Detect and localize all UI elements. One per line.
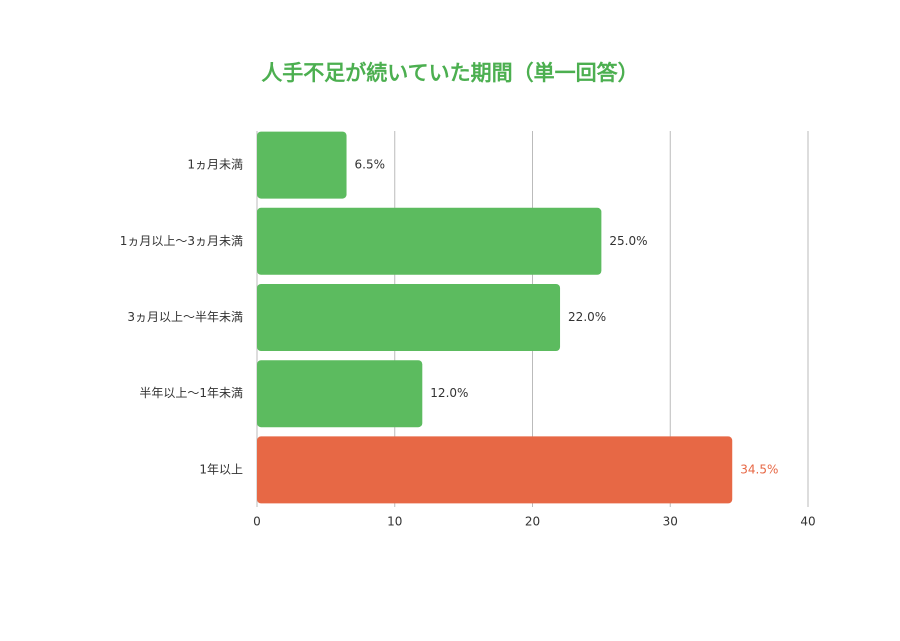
value-label: 6.5% xyxy=(355,158,386,172)
x-tick-label: 10 xyxy=(387,515,402,529)
x-tick-label: 40 xyxy=(800,515,815,529)
value-label: 12.0% xyxy=(430,386,468,400)
y-tick-label: 1年以上 xyxy=(199,462,243,476)
y-tick-label: 3ヵ月以上〜半年未満 xyxy=(127,310,243,324)
value-label: 34.5% xyxy=(740,462,778,476)
bar xyxy=(257,284,561,351)
value-label: 25.0% xyxy=(609,234,647,248)
bar xyxy=(257,436,733,504)
y-tick-label: 1ヵ月以上〜3ヵ月未満 xyxy=(120,234,243,248)
chart-title: 人手不足が続いていた期間（単一回答） xyxy=(261,61,638,85)
x-tick-label: 0 xyxy=(253,515,261,529)
bar xyxy=(257,131,347,199)
bar xyxy=(257,360,423,428)
bar xyxy=(257,207,602,275)
x-tick-label: 30 xyxy=(663,515,678,529)
y-tick-label: 1ヵ月未満 xyxy=(187,158,243,172)
y-tick-label: 半年以上〜1年未満 xyxy=(139,386,243,400)
x-tick-label: 20 xyxy=(525,515,540,529)
value-label: 22.0% xyxy=(568,310,606,324)
